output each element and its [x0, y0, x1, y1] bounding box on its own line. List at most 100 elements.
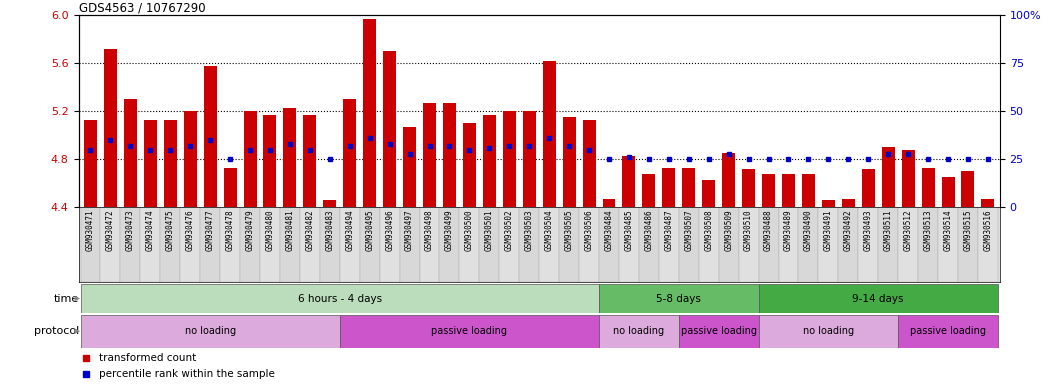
Bar [842, 199, 854, 207]
Bar [280, 207, 299, 282]
Text: GSM930505: GSM930505 [564, 210, 574, 251]
Bar [380, 207, 400, 282]
Bar [81, 315, 340, 348]
Bar [918, 207, 938, 282]
Bar [759, 207, 779, 282]
Bar [582, 120, 596, 207]
Bar [882, 147, 895, 207]
Bar [822, 200, 834, 207]
Bar [678, 207, 698, 282]
Bar [340, 207, 360, 282]
Text: GSM930479: GSM930479 [246, 210, 254, 251]
Text: GSM930516: GSM930516 [983, 210, 993, 251]
Bar [400, 207, 420, 282]
Bar [420, 207, 440, 282]
Bar [742, 169, 755, 207]
Bar [898, 315, 998, 348]
Text: passive loading: passive loading [431, 326, 508, 336]
Text: GSM930493: GSM930493 [864, 210, 873, 251]
Bar [460, 207, 480, 282]
Text: GSM930482: GSM930482 [306, 210, 314, 251]
Bar [183, 111, 197, 207]
Text: no loading: no loading [803, 326, 854, 336]
Text: GSM930477: GSM930477 [205, 210, 215, 251]
Text: GSM930506: GSM930506 [584, 210, 594, 251]
Text: GSM930496: GSM930496 [385, 210, 394, 251]
Bar [143, 120, 157, 207]
Text: GSM930483: GSM930483 [326, 210, 334, 251]
Bar [319, 207, 340, 282]
Text: no loading: no loading [184, 326, 236, 336]
Bar [978, 207, 998, 282]
Bar [140, 207, 160, 282]
Text: GSM930498: GSM930498 [425, 210, 435, 251]
Bar [799, 207, 819, 282]
Text: GSM930510: GSM930510 [744, 210, 753, 251]
Bar [81, 207, 101, 282]
Bar [284, 108, 296, 207]
Text: GSM930473: GSM930473 [126, 210, 135, 251]
Bar [859, 207, 878, 282]
Bar [160, 207, 180, 282]
Text: time: time [53, 293, 79, 304]
Text: GSM930491: GSM930491 [824, 210, 832, 251]
Text: passive loading: passive loading [681, 326, 757, 336]
Bar [403, 127, 416, 207]
Text: GSM930514: GSM930514 [943, 210, 953, 251]
Bar [718, 207, 738, 282]
Text: GSM930481: GSM930481 [286, 210, 294, 251]
Bar [941, 177, 955, 207]
Bar [163, 120, 177, 207]
Bar [599, 315, 678, 348]
Text: GSM930499: GSM930499 [445, 210, 454, 251]
Text: GSM930488: GSM930488 [764, 210, 773, 251]
Text: 9-14 days: 9-14 days [852, 293, 904, 304]
Bar [260, 207, 280, 282]
Text: GSM930513: GSM930513 [923, 210, 933, 251]
Bar [678, 315, 759, 348]
Bar [619, 207, 639, 282]
Text: GSM930489: GSM930489 [784, 210, 793, 251]
Bar [762, 174, 775, 207]
Bar [898, 207, 918, 282]
Text: GSM930480: GSM930480 [266, 210, 274, 251]
Text: transformed count: transformed count [98, 353, 196, 363]
Bar [240, 207, 260, 282]
Text: GSM930511: GSM930511 [884, 210, 893, 251]
Bar [324, 200, 336, 207]
Bar [878, 207, 898, 282]
Bar [623, 156, 636, 207]
Bar [84, 120, 97, 207]
Bar [938, 207, 958, 282]
Bar [703, 180, 715, 207]
Bar [264, 115, 276, 207]
Bar [779, 207, 799, 282]
Text: passive loading: passive loading [910, 326, 986, 336]
Bar [559, 207, 579, 282]
Text: GSM930476: GSM930476 [185, 210, 195, 251]
Bar [562, 118, 576, 207]
Text: GSM930501: GSM930501 [485, 210, 494, 251]
Bar [683, 168, 695, 207]
Bar [522, 111, 536, 207]
Bar [483, 115, 496, 207]
Bar [602, 199, 616, 207]
Text: GSM930509: GSM930509 [725, 210, 733, 251]
Bar [463, 123, 476, 207]
Bar [663, 168, 675, 207]
Bar [383, 51, 396, 207]
Text: GSM930503: GSM930503 [525, 210, 534, 251]
Bar [722, 153, 735, 207]
Text: 6 hours - 4 days: 6 hours - 4 days [297, 293, 382, 304]
Text: protocol: protocol [34, 326, 79, 336]
Bar [958, 207, 978, 282]
Bar [579, 207, 599, 282]
Bar [802, 174, 815, 207]
Text: GSM930508: GSM930508 [705, 210, 713, 251]
Bar [819, 207, 839, 282]
Bar [862, 169, 874, 207]
Bar [698, 207, 718, 282]
Text: GSM930500: GSM930500 [465, 210, 474, 251]
Text: GSM930475: GSM930475 [165, 210, 175, 251]
Text: no loading: no loading [614, 326, 665, 336]
